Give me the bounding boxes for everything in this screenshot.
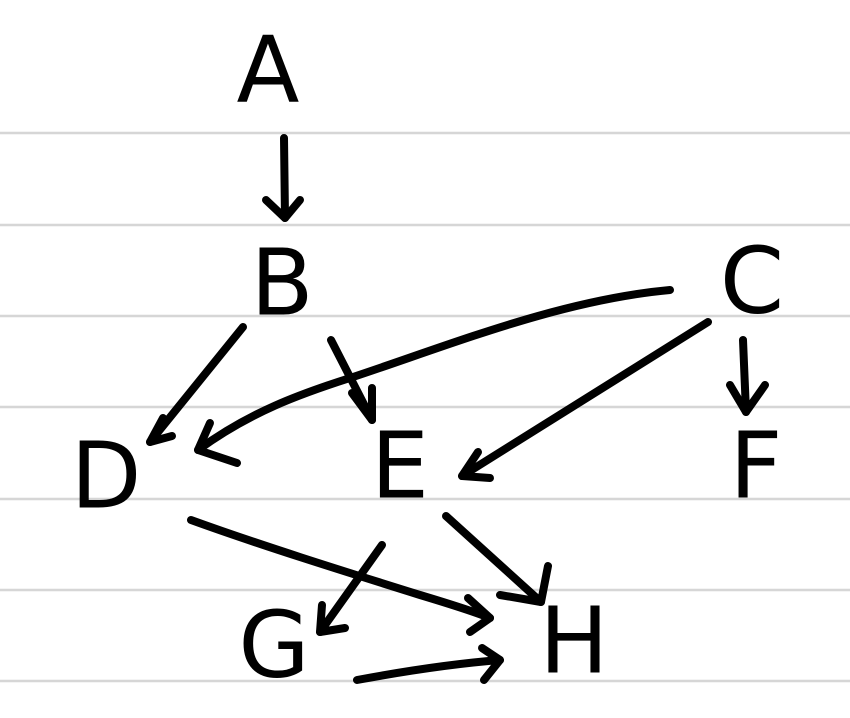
edge-a-to-b-arrowhead	[262, 196, 304, 222]
node-h: H	[539, 587, 608, 694]
node-c: C	[720, 227, 784, 334]
edge-c-to-e-line	[458, 318, 712, 480]
edge-c-to-f-line	[739, 336, 750, 416]
edge-d-to-h-line	[187, 516, 494, 622]
node-g: G	[238, 591, 309, 698]
edge-c-to-e	[458, 318, 712, 482]
node-f: F	[730, 412, 783, 519]
edge-c-to-e-arrowhead	[458, 448, 494, 482]
ruled-lines	[0, 131, 850, 683]
edge-c-to-d-arrowhead	[194, 419, 241, 467]
edge-b-to-d	[146, 323, 247, 446]
node-b: B	[250, 229, 313, 336]
edge-c-to-d	[194, 286, 674, 467]
edge-g-to-h-arrowhead	[478, 644, 504, 684]
node-d: D	[71, 422, 142, 529]
nodes: A B C D E F G H	[71, 16, 785, 698]
edge-e-to-g-arrowhead	[316, 601, 349, 636]
edge-e-to-g-line	[316, 541, 386, 636]
edge-a-to-b-line	[280, 134, 289, 222]
node-e: E	[371, 412, 429, 519]
edge-c-to-f-arrowhead	[726, 381, 769, 416]
edge-b-to-d-arrowhead	[146, 414, 176, 446]
edge-e-to-h-line	[442, 512, 545, 606]
edge-g-to-h	[353, 644, 504, 684]
edges	[146, 134, 769, 684]
node-a: A	[237, 16, 300, 123]
edge-e-to-h	[442, 512, 552, 606]
edge-a-to-b	[262, 134, 304, 222]
edge-g-to-h-line	[353, 656, 504, 684]
edge-e-to-h-arrowhead	[496, 562, 552, 606]
edge-c-to-f	[726, 336, 769, 416]
edge-c-to-d-line	[194, 286, 674, 454]
edge-b-to-e-arrowhead	[348, 384, 376, 424]
edge-d-to-h-arrowhead	[464, 594, 494, 636]
edge-e-to-g	[316, 541, 386, 636]
edge-b-to-d-line	[146, 323, 247, 446]
edge-d-to-h	[187, 516, 494, 636]
